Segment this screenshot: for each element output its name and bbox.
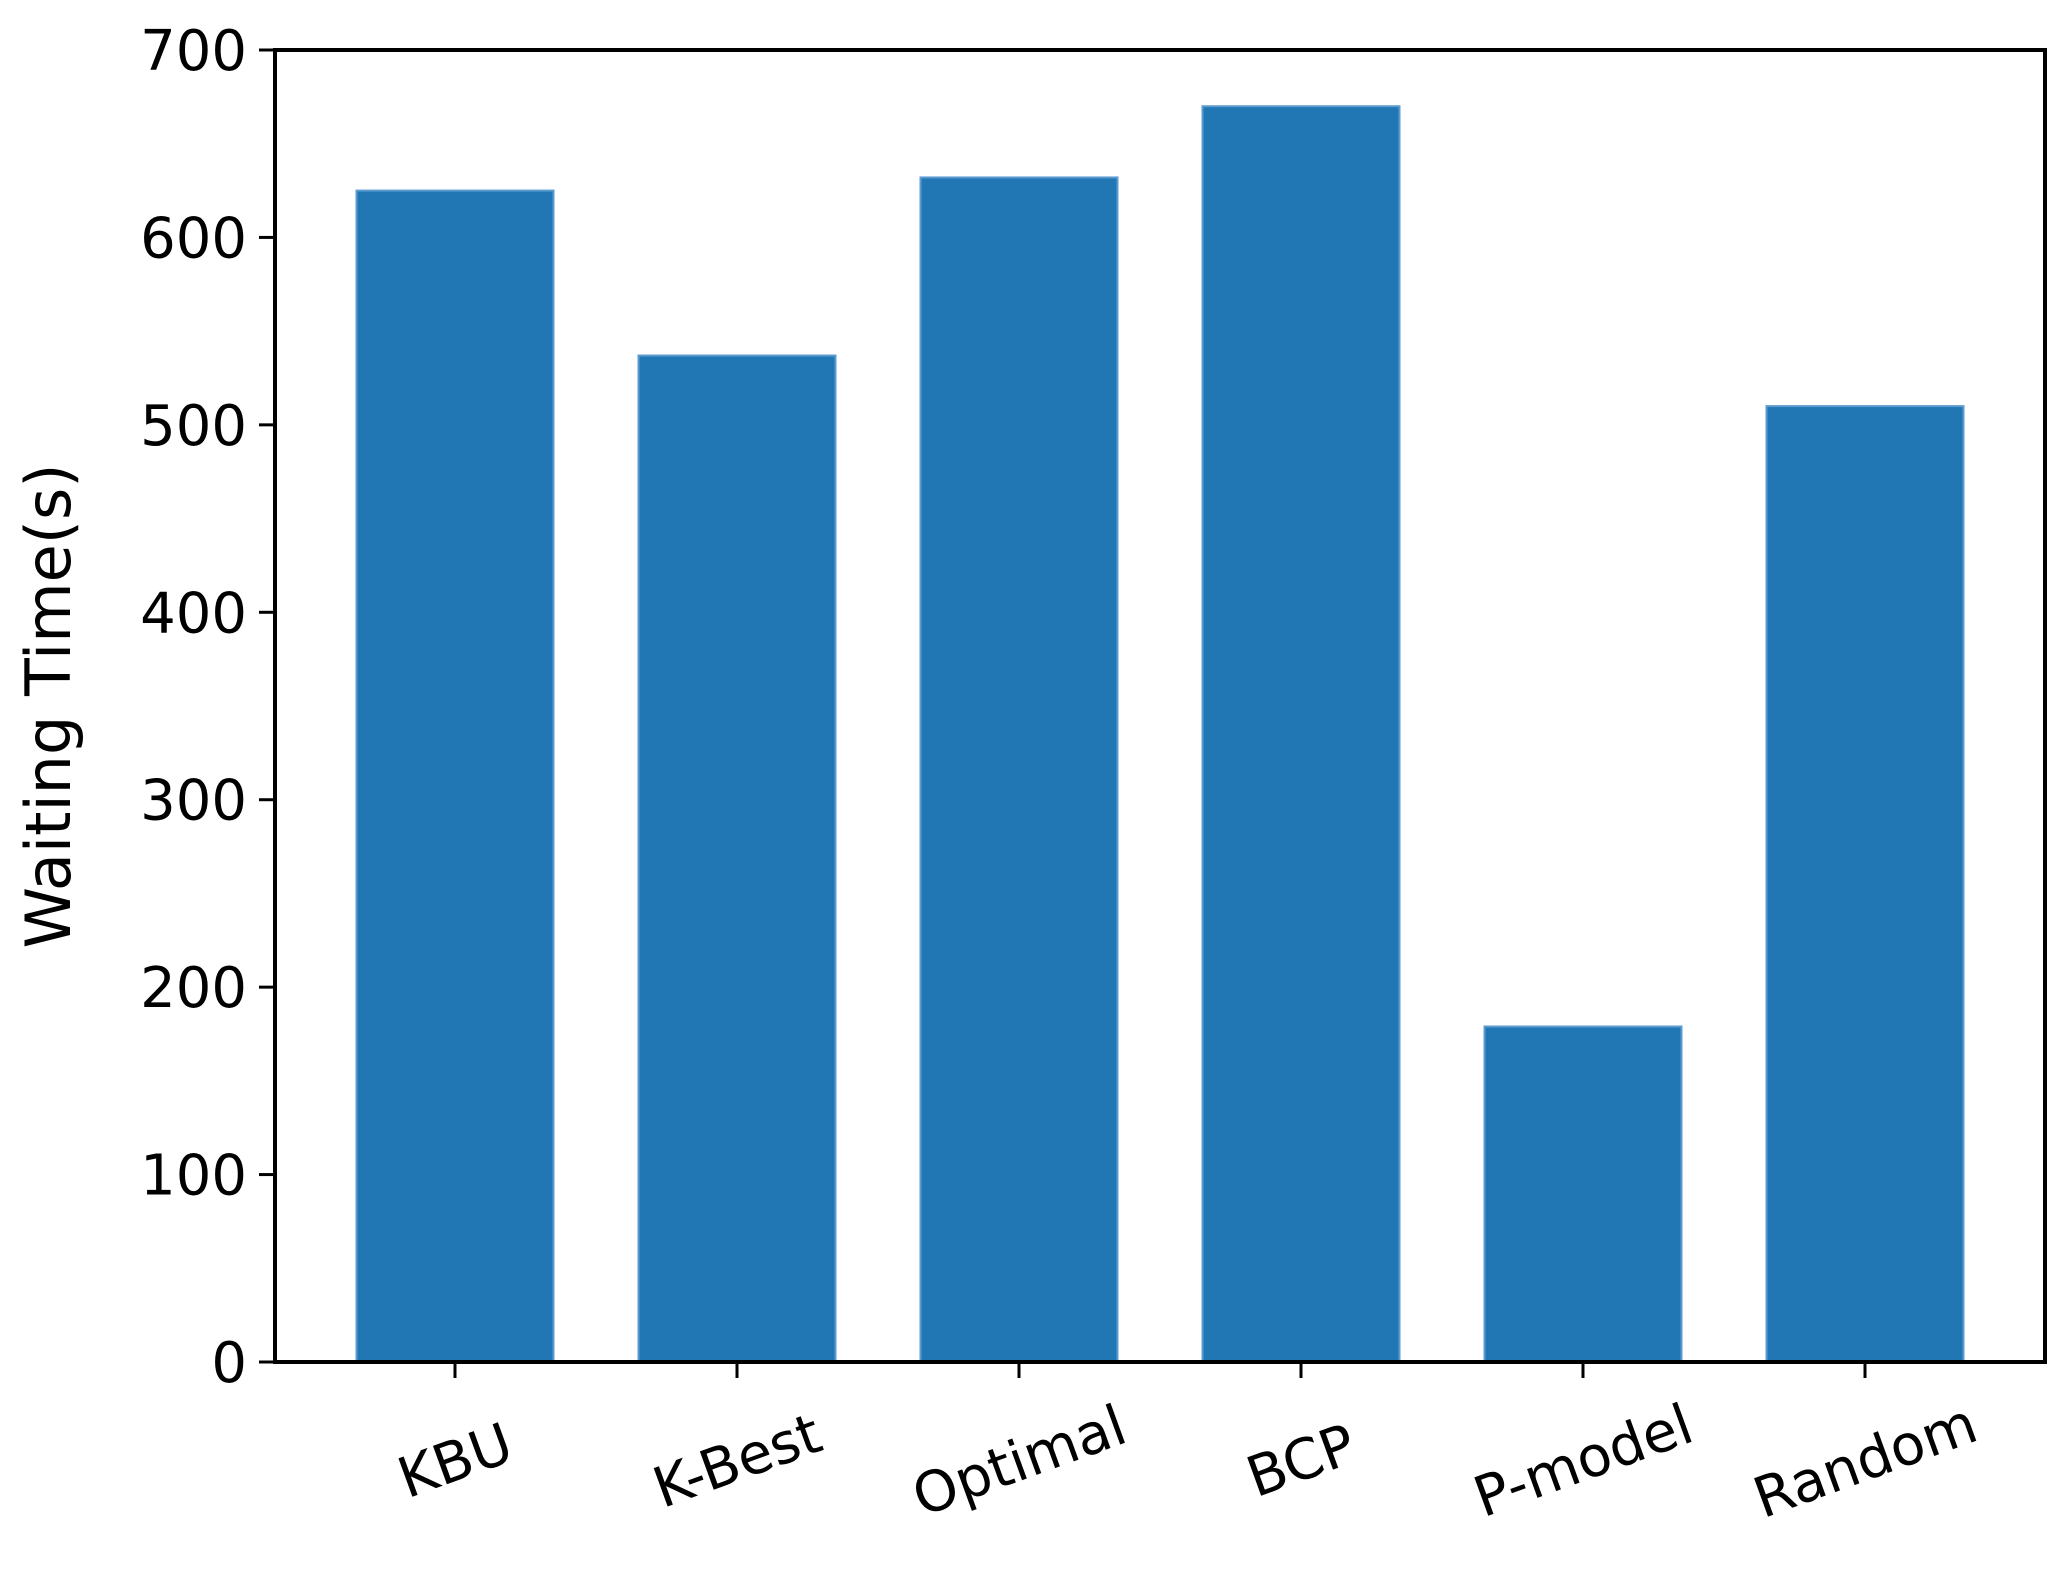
bar-p-model (1483, 1025, 1683, 1363)
y-axis: 0 100 200 300 400 500 600 700 (140, 19, 275, 1396)
y-tick-label: 500 (140, 394, 247, 459)
y-tick-label: 700 (140, 19, 247, 84)
x-axis: KBU K-Best Optimal BCP P-model Random (390, 1362, 1986, 1532)
bar-k-best (637, 354, 837, 1364)
bar-optimal (919, 176, 1119, 1364)
x-tick-label: K-Best (645, 1401, 830, 1521)
bar-bcp (1201, 105, 1401, 1364)
y-tick-label: 200 (140, 956, 247, 1021)
y-tick-label: 600 (140, 206, 247, 271)
y-tick-label: 0 (211, 1331, 247, 1396)
y-axis-title: Waiting Time(s) (12, 464, 85, 949)
y-tick-label: 100 (140, 1144, 247, 1209)
bar-kbu (355, 189, 555, 1364)
x-tick-label: Random (1745, 1391, 1985, 1531)
bar-random (1765, 405, 1965, 1364)
x-tick-label: P-model (1466, 1392, 1702, 1531)
bars-group (355, 105, 1965, 1364)
y-tick-label: 400 (140, 581, 247, 646)
y-tick-label: 300 (140, 769, 247, 834)
plot-frame (273, 48, 2047, 1364)
x-tick-label: Optimal (904, 1393, 1134, 1530)
x-tick-label: BCP (1239, 1412, 1365, 1511)
x-tick-label: KBU (390, 1411, 521, 1512)
